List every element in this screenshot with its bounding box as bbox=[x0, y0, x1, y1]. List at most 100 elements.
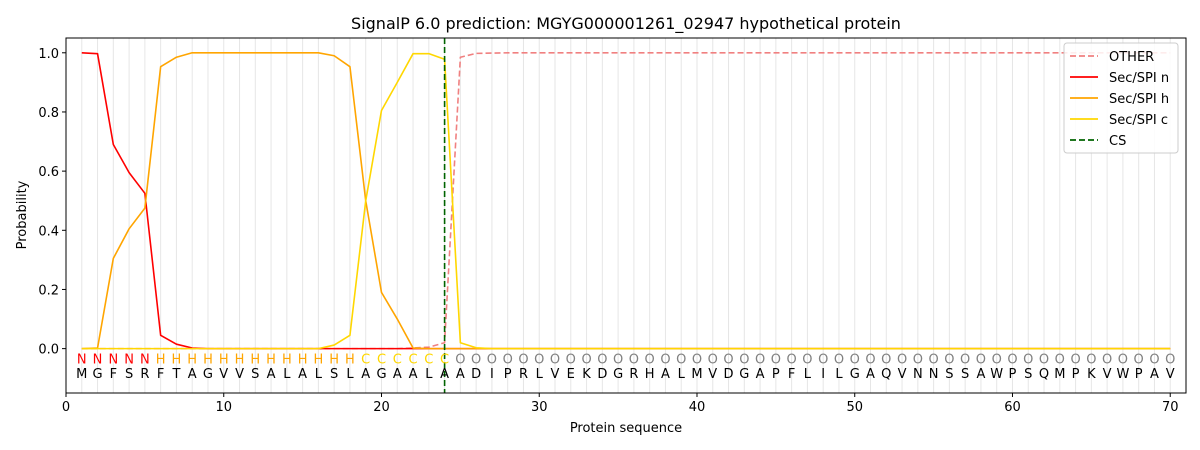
region-label: C bbox=[440, 352, 449, 367]
region-label: O bbox=[787, 352, 797, 367]
residue-letter: D bbox=[597, 367, 607, 382]
region-label: O bbox=[676, 352, 686, 367]
region-label: N bbox=[93, 352, 103, 367]
region-label: H bbox=[329, 352, 339, 367]
residue-letter: K bbox=[1087, 367, 1096, 382]
region-label: N bbox=[77, 352, 87, 367]
region-label: O bbox=[518, 352, 528, 367]
residue-letter: L bbox=[536, 367, 544, 382]
residue-letter: I bbox=[490, 367, 494, 382]
residue-letter: A bbox=[188, 367, 197, 382]
region-label: O bbox=[755, 352, 765, 367]
region-label: H bbox=[298, 352, 308, 367]
region-label: O bbox=[881, 352, 891, 367]
residue-letter: S bbox=[945, 367, 953, 382]
y-tick-label: 0.2 bbox=[38, 283, 59, 298]
y-tick-label: 0.8 bbox=[38, 106, 59, 121]
residue-letter: D bbox=[724, 367, 734, 382]
residue-letter: A bbox=[756, 367, 765, 382]
region-label: O bbox=[834, 352, 844, 367]
residue-letter: A bbox=[267, 367, 276, 382]
region-label: H bbox=[250, 352, 260, 367]
region-label: O bbox=[503, 352, 513, 367]
residue-letter: F bbox=[110, 367, 117, 382]
x-tick-label: 60 bbox=[1004, 400, 1021, 415]
region-label: C bbox=[393, 352, 402, 367]
residue-letter: A bbox=[976, 367, 985, 382]
region-label: O bbox=[1118, 352, 1128, 367]
region-label: H bbox=[219, 352, 229, 367]
region-label: O bbox=[1134, 352, 1144, 367]
x-tick-label: 10 bbox=[215, 400, 232, 415]
series-line-sec-spi-h bbox=[81, 51, 1171, 350]
x-tick-label: 30 bbox=[531, 400, 548, 415]
residue-letter: A bbox=[298, 367, 307, 382]
x-tick-label: 50 bbox=[846, 400, 863, 415]
residue-letter: D bbox=[471, 367, 481, 382]
region-label: C bbox=[424, 352, 433, 367]
residue-letter: F bbox=[157, 367, 164, 382]
residue-letter: S bbox=[330, 367, 338, 382]
region-label: O bbox=[708, 352, 718, 367]
residue-letter: L bbox=[678, 367, 686, 382]
legend-label: Sec/SPI c bbox=[1109, 113, 1168, 128]
residue-letter: V bbox=[235, 367, 244, 382]
residue-letter: P bbox=[1072, 367, 1080, 382]
y-tick-label: 0.6 bbox=[38, 165, 59, 180]
residue-letter: L bbox=[283, 367, 291, 382]
region-label: O bbox=[739, 352, 749, 367]
region-label: O bbox=[1102, 352, 1112, 367]
legend-box bbox=[1063, 42, 1179, 154]
residue-letter: P bbox=[504, 367, 512, 382]
series-line-sec-spi-c bbox=[81, 52, 1171, 350]
region-label: N bbox=[108, 352, 118, 367]
region-label: H bbox=[187, 352, 197, 367]
residue-letter: L bbox=[425, 367, 433, 382]
residue-letter: V bbox=[708, 367, 717, 382]
region-label: C bbox=[409, 352, 418, 367]
region-label: O bbox=[771, 352, 781, 367]
x-axis: 0 10 20 30 40 50 60 70 bbox=[62, 393, 1178, 415]
residue-letter: F bbox=[788, 367, 795, 382]
residue-letter: W bbox=[990, 367, 1003, 382]
residue-letter: K bbox=[582, 367, 591, 382]
residue-letter: Q bbox=[881, 367, 891, 382]
region-label: O bbox=[1149, 352, 1159, 367]
legend-label: CS bbox=[1109, 134, 1126, 149]
region-label: O bbox=[550, 352, 560, 367]
legend-label: Sec/SPI h bbox=[1109, 92, 1169, 107]
region-label: O bbox=[865, 352, 875, 367]
residue-letter: V bbox=[898, 367, 907, 382]
x-tick-label: 0 bbox=[62, 400, 70, 415]
region-label: C bbox=[377, 352, 386, 367]
legend-label: Sec/SPI n bbox=[1109, 71, 1169, 86]
region-label: O bbox=[944, 352, 954, 367]
region-label: O bbox=[960, 352, 970, 367]
residue-letter: P bbox=[772, 367, 780, 382]
lines-layer bbox=[81, 38, 1171, 393]
series-line-sec-spi-n bbox=[81, 51, 1171, 350]
region-label: O bbox=[897, 352, 907, 367]
region-label: O bbox=[534, 352, 544, 367]
residue-letter: V bbox=[219, 367, 228, 382]
residue-letter: R bbox=[629, 367, 638, 382]
region-label: O bbox=[566, 352, 576, 367]
region-label: O bbox=[1039, 352, 1049, 367]
residue-letter: A bbox=[661, 367, 670, 382]
residue-letter: Q bbox=[1039, 367, 1049, 382]
x-tick-label: 40 bbox=[689, 400, 706, 415]
residue-letter: M bbox=[1054, 367, 1065, 382]
residue-letter: R bbox=[519, 367, 528, 382]
residue-letter: S bbox=[1024, 367, 1032, 382]
residue-letter: G bbox=[850, 367, 860, 382]
y-axis: 0.0 0.2 0.4 0.6 0.8 1.0 bbox=[38, 47, 66, 358]
residue-letter: R bbox=[140, 367, 149, 382]
region-label: H bbox=[203, 352, 213, 367]
residue-letter: M bbox=[76, 367, 87, 382]
chart-title: SignalP 6.0 prediction: MGYG000001261_02… bbox=[351, 14, 901, 34]
region-label: O bbox=[1070, 352, 1080, 367]
region-label: O bbox=[818, 352, 828, 367]
legend: OTHER Sec/SPI n Sec/SPI h Sec/SPI c CS bbox=[1063, 42, 1179, 154]
residue-letter: G bbox=[376, 367, 386, 382]
y-tick-label: 1.0 bbox=[38, 47, 59, 62]
